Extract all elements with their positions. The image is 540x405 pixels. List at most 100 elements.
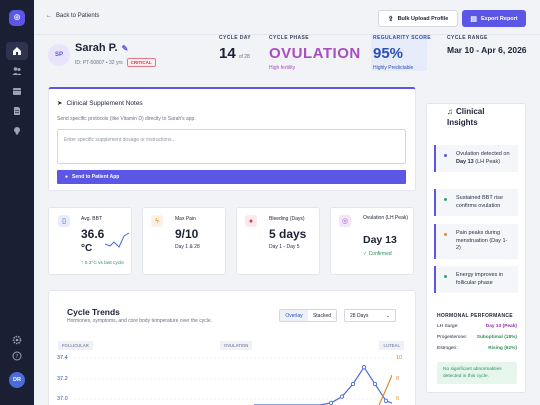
svg-text:?: ? <box>16 354 19 360</box>
avg-bbt-label: Avg. BBT <box>81 216 103 222</box>
settings-icon[interactable] <box>6 331 28 349</box>
bbt-point <box>339 394 345 399</box>
regularity-box <box>371 35 427 71</box>
lightning-icon: ϟ <box>151 215 163 227</box>
bleeding-days: Day 1 - Day 5 <box>269 244 300 250</box>
insight-pain: Pain peaks during menstruation (Day 1-2) <box>434 224 518 260</box>
send-to-patient-app-button[interactable]: ● Send to Patient App <box>57 170 406 184</box>
back-to-patients-link[interactable]: ← Back to Patients <box>46 13 99 19</box>
patient-name: Sarah P. ✎ <box>75 42 128 54</box>
ovulation-value: Day 13 <box>363 234 397 246</box>
bbt-point <box>328 400 334 405</box>
bulk-upload-label: Bulk Upload Profile <box>397 15 449 22</box>
bbt-point <box>350 381 356 387</box>
export-label: Export Report <box>480 15 518 22</box>
home-icon[interactable] <box>6 42 28 60</box>
download-icon: ▤ <box>470 15 477 23</box>
edit-pencil-icon[interactable]: ✎ <box>121 43 129 53</box>
insight-dot <box>444 233 447 236</box>
cycle-phase-value: OVULATION <box>269 45 361 62</box>
y-left-tick-0: 37.4 <box>57 355 68 361</box>
insight-text: Ovulation detected on <box>456 151 510 157</box>
avg-bbt-unit: °C <box>81 243 93 254</box>
bulk-upload-button[interactable]: ⇪ Bulk Upload Profile <box>378 10 458 27</box>
back-label: Back to Patients <box>56 13 100 19</box>
chevron-down-icon: ⌄ <box>385 312 390 319</box>
bbt-point <box>383 398 389 403</box>
hp-row-estrogen: Estrogen: Rising (62%) <box>437 346 517 351</box>
notes-title-text: Clinical Supplement Notes <box>66 99 143 107</box>
send-circle-icon: ● <box>65 174 69 180</box>
notes-description: Send specific protocols (like Vitamin D)… <box>57 116 196 122</box>
lightbulb-icon[interactable] <box>6 122 28 140</box>
user-avatar[interactable]: DR <box>9 372 25 388</box>
regularity-sub: Highly Predictable <box>373 65 414 71</box>
y-left-tick-1: 37.2 <box>57 376 68 382</box>
patient-meta: ID: PT-50807 • 32 yrs CRITICAL <box>75 58 156 67</box>
cycle-day-label: CYCLE DAY <box>219 35 252 41</box>
cycle-day-suffix: of 28 <box>238 54 250 60</box>
y-right-tick-2: 6 <box>396 396 400 402</box>
calendar-icon[interactable] <box>6 82 28 100</box>
header-divider <box>34 34 540 35</box>
insights-title-line-2: Insights <box>447 117 478 127</box>
bbt-point <box>361 365 367 370</box>
hp-row-progesterone: Progesterone: Suboptimal (18%) <box>437 335 517 340</box>
range-select[interactable]: 28 Days ⌄ <box>344 309 396 322</box>
phase-follicular: FOLLICULAR <box>58 341 93 350</box>
avg-bbt-delta: ↑ 0.3°C vs last cycle <box>81 261 124 266</box>
range-select-value: 28 Days <box>350 312 369 319</box>
insight-dot <box>444 198 447 201</box>
y-right-tick-0: 10 <box>396 355 403 361</box>
supplement-notes-input[interactable]: Enter specific supplement dosage or inst… <box>57 129 406 164</box>
max-pain-value: 9/10 <box>175 227 199 241</box>
hp-value: Rising (62%) <box>488 346 517 351</box>
insight-ovulation: Ovulation detected on Day 13 (LH Peak) <box>434 145 518 173</box>
max-pain-days: Day 1 & 28 <box>175 244 200 250</box>
phase-ovulation: OVULATION <box>219 341 253 350</box>
patient-name-text: Sarah P. <box>75 42 118 54</box>
y-right-tick-1: 8 <box>396 376 400 382</box>
hp-row-lh: LH Surge: Day 13 (Peak) <box>437 324 517 329</box>
send-plane-icon: ➤ <box>57 100 63 107</box>
blood-drop-icon: ● <box>245 215 257 227</box>
cycle-range-label: CYCLE RANGE <box>447 35 488 41</box>
bleeding-value: 5 days <box>269 227 307 241</box>
hp-key: Progesterone: <box>437 335 468 340</box>
patients-icon[interactable] <box>6 62 28 80</box>
y-left-tick-2: 37.0 <box>57 396 68 402</box>
bbt-point <box>372 381 378 387</box>
document-icon[interactable] <box>6 102 28 120</box>
insight-text-post: (LH Peak) <box>473 158 501 165</box>
no-abnormalities-notice: No significant abnormalities detected in… <box>437 362 517 384</box>
bleeding-label: Bleeding (Days) <box>269 216 305 222</box>
insight-dot <box>444 275 447 278</box>
notes-title: ➤ Clinical Supplement Notes <box>57 99 143 108</box>
patient-id: ID: PT-50807 • 32 yrs <box>75 59 123 66</box>
insight-text: Energy improves in follicular phase <box>456 272 504 286</box>
insight-dot <box>444 154 447 157</box>
bbt-sparkline <box>105 232 130 248</box>
tab-overlay[interactable]: Overlay <box>280 310 308 321</box>
app-logo[interactable]: ⊕ <box>9 10 25 26</box>
insight-text: Sustained BBT rise confirms ovulation <box>456 195 503 209</box>
hp-value: Day 13 (Peak) <box>485 324 517 329</box>
cycle-day-value: 14 of 28 <box>219 45 250 62</box>
insights-title-line-1: Clinical <box>456 107 485 116</box>
hp-value: Suboptimal (18%) <box>476 335 517 340</box>
cycle-range-value: Mar 10 - Apr 6, 2026 <box>447 45 527 55</box>
avg-bbt-value: 36.6 <box>81 227 105 241</box>
insights-title: ♫ Clinical Insights <box>447 107 484 129</box>
hp-key: LH Surge: <box>437 324 459 329</box>
phase-bands: FOLLICULAR OVULATION LUTEAL <box>58 341 404 350</box>
arrow-left-icon: ← <box>46 13 52 19</box>
critical-badge: CRITICAL <box>126 58 156 67</box>
help-icon[interactable]: ? <box>6 347 28 365</box>
hormonal-performance-title: HORMONAL PERFORMANCE <box>437 313 513 319</box>
export-report-button[interactable]: ▤ Export Report <box>462 10 526 27</box>
insight-energy: Energy improves in follicular phase <box>434 266 518 294</box>
thermometer-icon: ▯ <box>58 215 70 227</box>
trend-chart <box>74 357 392 405</box>
cycle-phase-label: CYCLE PHASE <box>269 35 309 41</box>
tab-stacked[interactable]: Stacked <box>312 312 332 319</box>
